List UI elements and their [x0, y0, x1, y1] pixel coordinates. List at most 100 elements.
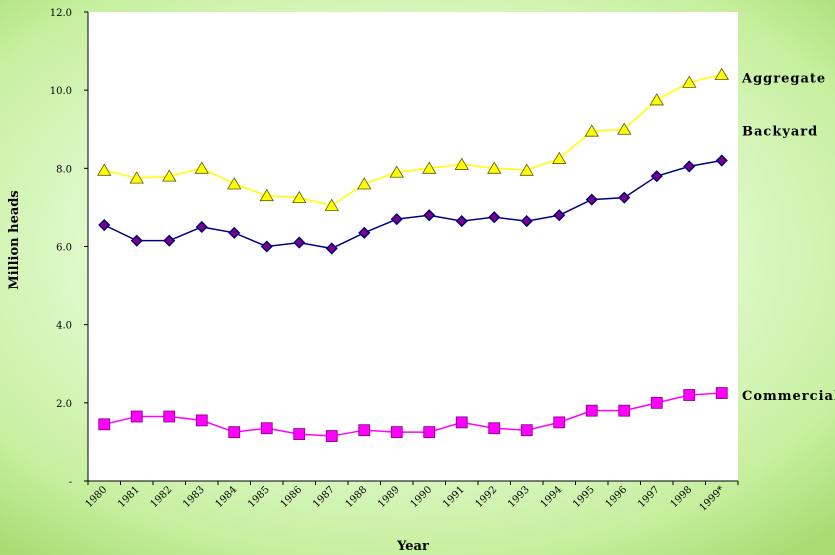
- y-axis-title: Million heads: [7, 190, 22, 289]
- aggregate-point: [357, 177, 372, 190]
- backyard-point: [163, 234, 176, 247]
- commercial-point: [618, 404, 631, 417]
- aggregate-point: [97, 163, 112, 176]
- backyard-point: [423, 209, 436, 222]
- aggregate-point: [617, 122, 632, 135]
- backyard-point: [520, 215, 533, 228]
- commercial-point: [98, 418, 111, 431]
- series-layer: [97, 67, 729, 442]
- backyard-point: [585, 193, 598, 206]
- aggregate-point: [487, 161, 502, 174]
- x-tick-label: 1999*: [698, 484, 727, 513]
- commercial-point: [130, 410, 143, 423]
- backyard-point: [650, 170, 663, 183]
- aggregate-point: [162, 169, 177, 182]
- commercial-point: [520, 424, 533, 437]
- x-tick-label: 1983: [181, 484, 207, 510]
- aggregate-point: [227, 177, 242, 190]
- aggregate-point: [649, 93, 664, 106]
- y-tick-label: 6.0: [56, 243, 72, 254]
- x-axis-ticks: 1980 1981 1982 1983 1984 1985 1986 1987 1988 1989…: [84, 481, 739, 514]
- backyard-point: [325, 242, 338, 255]
- commercial-point: [455, 416, 468, 429]
- x-tick-label: 1994: [539, 484, 565, 510]
- x-tick-label: 1993: [506, 484, 532, 510]
- aggregate-point: [454, 157, 469, 170]
- x-tick-label: 1987: [311, 484, 337, 510]
- x-tick-label: 1995: [571, 484, 597, 510]
- commercial-point: [358, 424, 371, 437]
- series-aggregate: [97, 67, 729, 211]
- commercial-point: [260, 422, 273, 435]
- y-tick-label: 12.0: [50, 8, 72, 19]
- x-tick-label: 1982: [149, 484, 175, 510]
- commercial-point: [553, 416, 566, 429]
- x-tick-label: 1981: [116, 484, 142, 510]
- commercial-point: [293, 428, 306, 441]
- aggregate-point: [422, 161, 437, 174]
- x-tick-label: 1980: [84, 484, 110, 510]
- backyard-point: [683, 160, 696, 173]
- plot-area: [88, 12, 738, 481]
- aggregate-point: [519, 163, 534, 176]
- aggregate-point: [324, 198, 339, 211]
- commercial-point: [715, 387, 728, 399]
- series-labels: Aggregate Backyard Commercial: [741, 72, 835, 405]
- commercial-point: [488, 422, 501, 435]
- x-tick-label: 1997: [636, 484, 662, 510]
- aggregate-point: [584, 124, 599, 137]
- aggregate-point: [194, 161, 209, 174]
- y-tick-label: -: [69, 477, 72, 488]
- y-axis-ticks: - 2.0 4.0 6.0 8.0 10.0 12.0: [50, 8, 88, 488]
- x-tick-label: 1984: [214, 484, 240, 510]
- series-label-commercial: Commercial: [742, 389, 835, 404]
- aggregate-point: [389, 165, 404, 178]
- backyard-point: [488, 211, 501, 224]
- y-tick-label: 10.0: [50, 86, 72, 97]
- commercial-point: [390, 426, 403, 439]
- backyard-point: [293, 236, 306, 249]
- backyard-point: [455, 215, 468, 228]
- series-backyard: [98, 154, 728, 255]
- aggregate-point: [292, 190, 307, 204]
- commercial-point: [650, 396, 663, 409]
- commercial-point: [195, 414, 208, 427]
- x-tick-label: 1986: [279, 484, 305, 510]
- aggregate-point: [682, 75, 697, 88]
- backyard-point: [130, 234, 143, 247]
- series-label-backyard: Backyard: [742, 125, 818, 140]
- backyard-point: [715, 154, 728, 167]
- series-commercial: [98, 387, 728, 442]
- aggregate-point: [552, 151, 567, 164]
- x-tick-label: 1989: [376, 484, 402, 510]
- backyard-point: [358, 226, 371, 239]
- backyard-point: [390, 213, 403, 226]
- commercial-point: [585, 404, 598, 417]
- aggregate-point: [259, 188, 274, 202]
- commercial-point: [683, 389, 696, 401]
- backyard-point: [618, 191, 631, 204]
- y-tick-label: 2.0: [56, 399, 72, 410]
- x-tick-label: 1990: [409, 484, 435, 510]
- x-tick-label: 1998: [669, 484, 695, 510]
- x-axis-title: Year: [396, 539, 429, 554]
- x-tick-label: 1996: [604, 484, 630, 510]
- x-tick-label: 1992: [474, 484, 500, 510]
- aggregate-point: [129, 171, 144, 184]
- x-tick-label: 1991: [441, 484, 467, 510]
- series-label-aggregate: Aggregate: [741, 72, 826, 87]
- commercial-point: [423, 426, 436, 439]
- y-tick-label: 4.0: [56, 321, 72, 332]
- x-tick-label: 1988: [344, 484, 370, 510]
- commercial-point: [228, 426, 241, 439]
- backyard-point: [195, 220, 208, 234]
- backyard-point: [553, 209, 566, 222]
- commercial-point: [163, 410, 176, 423]
- aggregate-point: [714, 67, 729, 80]
- x-tick-label: 1985: [246, 484, 272, 510]
- backyard-point: [260, 240, 273, 253]
- backyard-point: [228, 226, 241, 239]
- commercial-point: [325, 430, 338, 442]
- backyard-point: [98, 218, 111, 232]
